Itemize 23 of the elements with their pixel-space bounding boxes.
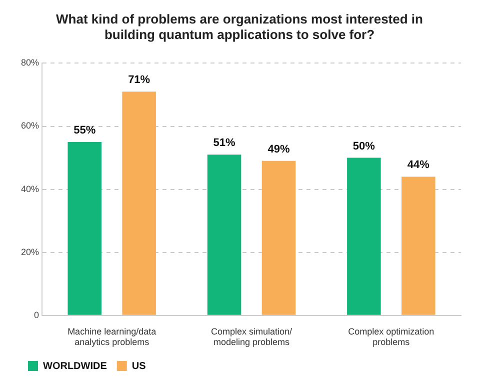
data-label: 49% [268, 143, 290, 156]
data-label: 71% [128, 74, 150, 86]
data-label: 51% [213, 137, 236, 150]
data-label: 55% [74, 124, 96, 137]
data-label: 44% [407, 159, 430, 172]
y-tick-label: 80% [21, 58, 40, 68]
y-tick-label: 40% [21, 184, 40, 194]
bar [262, 160, 296, 315]
bar [347, 158, 381, 315]
y-tick-label: 20% [21, 246, 40, 257]
legend-label: WORLDWIDE [43, 360, 108, 372]
y-tick-label: 0 [34, 310, 40, 320]
bar [122, 92, 156, 315]
bar [68, 142, 102, 315]
data-label: 50% [352, 140, 376, 152]
x-tick-label: Machine learning/data analytics problems [68, 326, 156, 348]
bar [402, 176, 436, 315]
x-tick-label: Complex optimization problems [348, 326, 434, 348]
x-tick-label: Complex simulation/ modeling problems [210, 326, 293, 348]
y-tick-label: 60% [21, 120, 40, 131]
bar [207, 154, 242, 315]
legend-label: US [132, 360, 146, 372]
chart-title: What kind of problems are organizations most interested in building quantum applications to solve for? [56, 11, 424, 42]
